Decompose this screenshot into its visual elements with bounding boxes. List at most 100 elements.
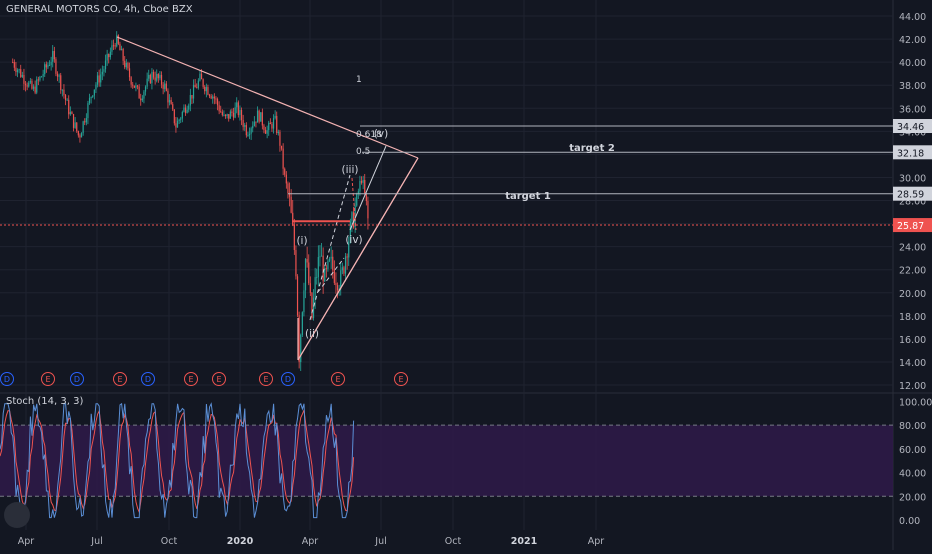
time-tick-label: Oct bbox=[445, 536, 462, 547]
candle-body bbox=[143, 91, 145, 99]
candle-body bbox=[93, 89, 95, 96]
candle-body bbox=[146, 78, 148, 87]
candle-body bbox=[109, 51, 111, 58]
candle-body bbox=[202, 79, 204, 87]
candle-body bbox=[21, 74, 23, 77]
tradingview-logo-icon[interactable] bbox=[4, 502, 30, 528]
event-marker-label: D bbox=[285, 375, 291, 384]
candle-body bbox=[354, 205, 356, 228]
candle-body bbox=[156, 74, 158, 81]
candle-body bbox=[263, 125, 265, 131]
candle-body bbox=[287, 183, 289, 194]
candle-body bbox=[72, 114, 75, 128]
candle-body bbox=[61, 89, 63, 91]
candle-body bbox=[319, 256, 321, 258]
candle-body bbox=[74, 122, 76, 128]
candle-body bbox=[362, 179, 364, 183]
price-tick-label: 30.00 bbox=[899, 173, 926, 184]
price-axis-label-bg bbox=[893, 218, 932, 233]
candle-body bbox=[269, 122, 271, 125]
candle-body bbox=[15, 67, 17, 73]
candle-body bbox=[332, 256, 334, 270]
candle-body bbox=[228, 114, 230, 119]
candle-body bbox=[210, 96, 212, 99]
candle-body bbox=[96, 75, 99, 85]
candle-body bbox=[324, 268, 326, 282]
candle-body bbox=[68, 99, 70, 115]
candle-body bbox=[218, 105, 220, 112]
candle-body bbox=[282, 148, 284, 169]
price-tick-label: 28.00 bbox=[899, 197, 926, 208]
candle-body bbox=[349, 221, 351, 242]
price-tick-label: 40.00 bbox=[899, 58, 926, 69]
candle-body bbox=[208, 94, 211, 97]
candle-body bbox=[108, 53, 110, 58]
candle-body bbox=[237, 102, 239, 116]
wave-iv-dashed bbox=[351, 177, 357, 231]
candle-body bbox=[194, 84, 196, 88]
candle-body bbox=[69, 111, 71, 115]
candle-body bbox=[271, 124, 273, 129]
candle-body bbox=[199, 73, 201, 81]
candle-body bbox=[346, 256, 348, 258]
time-tick-label: Apr bbox=[588, 536, 605, 547]
stoch-tick-label: 80.00 bbox=[899, 421, 926, 432]
price-axis-label-bg bbox=[893, 119, 932, 134]
candle-body bbox=[232, 112, 235, 118]
candle-body bbox=[245, 125, 247, 136]
candle-body bbox=[162, 84, 164, 89]
candle-body bbox=[260, 112, 262, 122]
candle-body bbox=[26, 85, 28, 87]
candle-body bbox=[266, 130, 268, 134]
candle-body bbox=[256, 110, 259, 123]
price-axis-label-bg bbox=[893, 145, 932, 160]
price-tick-label: 36.00 bbox=[899, 104, 926, 115]
candle-body bbox=[252, 125, 254, 129]
stoch-tick-label: 0.00 bbox=[899, 516, 920, 527]
candle-body bbox=[160, 74, 163, 85]
candle-body bbox=[234, 107, 236, 118]
candle-body bbox=[112, 45, 115, 47]
candle-body bbox=[352, 212, 355, 228]
earnings-marker bbox=[212, 372, 226, 386]
candle-body bbox=[340, 270, 342, 289]
candle-body bbox=[42, 74, 44, 77]
candle-body bbox=[327, 260, 329, 270]
candle-body bbox=[138, 86, 140, 99]
candle-body bbox=[149, 74, 151, 84]
candle-body bbox=[188, 105, 190, 110]
candle-body bbox=[322, 255, 324, 282]
candle-body bbox=[52, 51, 54, 62]
candle-body bbox=[247, 135, 249, 137]
candle-body bbox=[24, 83, 27, 86]
candle-body bbox=[298, 315, 300, 363]
candle-body bbox=[128, 68, 131, 78]
event-marker-label: D bbox=[74, 375, 80, 384]
wave-label: (iv) bbox=[345, 234, 362, 246]
candle-body bbox=[244, 125, 246, 127]
candle-body bbox=[60, 75, 62, 91]
candle-body bbox=[292, 212, 294, 225]
event-marker-label: E bbox=[263, 375, 268, 384]
candle-body bbox=[100, 74, 102, 83]
candle-body bbox=[317, 257, 319, 278]
candle-body bbox=[268, 122, 270, 131]
candle-body bbox=[360, 180, 363, 183]
candle-body bbox=[36, 79, 38, 93]
earnings-marker bbox=[184, 372, 198, 386]
candle-body bbox=[12, 62, 14, 64]
event-marker-label: D bbox=[4, 375, 10, 384]
event-marker-label: E bbox=[45, 375, 50, 384]
candle-body bbox=[330, 256, 332, 259]
candle-body bbox=[117, 35, 119, 44]
candle-body bbox=[101, 71, 103, 75]
candle-body bbox=[231, 111, 233, 113]
candle-body bbox=[308, 262, 310, 284]
candle-body bbox=[135, 85, 137, 88]
candle-body bbox=[133, 85, 135, 88]
candle-body bbox=[167, 90, 169, 103]
candle-body bbox=[79, 135, 81, 138]
stoch-d-line bbox=[0, 409, 355, 514]
